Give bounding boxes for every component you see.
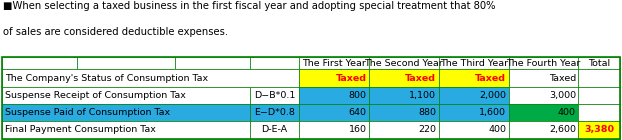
- Bar: [369, 69, 439, 87]
- Text: The Second Year: The Second Year: [364, 59, 443, 67]
- Text: 1,100: 1,100: [409, 91, 436, 100]
- Bar: [2, 121, 250, 139]
- Bar: [2, 104, 250, 121]
- Bar: [509, 121, 578, 139]
- Text: The Third Year: The Third Year: [440, 59, 508, 67]
- Text: 400: 400: [558, 108, 576, 117]
- Bar: [299, 104, 369, 121]
- Bar: [2, 87, 250, 104]
- Text: Taxed: Taxed: [549, 74, 576, 83]
- Text: The First Year: The First Year: [302, 59, 366, 67]
- Bar: [509, 57, 578, 69]
- Text: 880: 880: [418, 108, 436, 117]
- Text: Taxed: Taxed: [335, 74, 366, 83]
- Bar: [578, 69, 620, 87]
- Text: D-E-A: D-E-A: [262, 125, 288, 134]
- Bar: [578, 104, 620, 121]
- Bar: [578, 121, 620, 139]
- Text: 1,600: 1,600: [479, 108, 506, 117]
- Text: Total: Total: [588, 59, 610, 67]
- Bar: [175, 57, 250, 69]
- Bar: [250, 121, 299, 139]
- Text: 160: 160: [348, 125, 366, 134]
- Text: 220: 220: [418, 125, 436, 134]
- Text: E−D*0.8: E−D*0.8: [254, 108, 295, 117]
- Bar: [2, 57, 620, 139]
- Bar: [439, 121, 509, 139]
- Bar: [369, 87, 439, 104]
- Bar: [299, 121, 369, 139]
- Bar: [2, 57, 78, 69]
- Bar: [250, 87, 299, 104]
- Bar: [299, 57, 369, 69]
- Text: 3,000: 3,000: [549, 91, 576, 100]
- Bar: [439, 69, 509, 87]
- Bar: [78, 57, 175, 69]
- Bar: [439, 57, 509, 69]
- Text: Suspense Receipt of Consumption Tax: Suspense Receipt of Consumption Tax: [5, 91, 186, 100]
- Text: of sales are considered deductible expenses.: of sales are considered deductible expen…: [3, 27, 228, 37]
- Bar: [369, 104, 439, 121]
- Text: 400: 400: [488, 125, 506, 134]
- Bar: [439, 87, 509, 104]
- Text: Suspense Paid of Consumption Tax: Suspense Paid of Consumption Tax: [5, 108, 170, 117]
- Bar: [509, 104, 578, 121]
- Bar: [578, 87, 620, 104]
- Bar: [369, 121, 439, 139]
- Text: 640: 640: [348, 108, 366, 117]
- Text: 3,380: 3,380: [584, 125, 615, 134]
- Text: The Company's Status of Consumption Tax: The Company's Status of Consumption Tax: [5, 74, 208, 83]
- Text: The Fourth Year: The Fourth Year: [506, 59, 581, 67]
- Bar: [250, 57, 299, 69]
- Text: Taxed: Taxed: [406, 74, 436, 83]
- Text: ■When selecting a taxed business in the first fiscal year and adopting special t: ■When selecting a taxed business in the …: [3, 1, 496, 11]
- Text: 800: 800: [348, 91, 366, 100]
- Text: 2,600: 2,600: [549, 125, 576, 134]
- Bar: [578, 57, 620, 69]
- Text: 2,000: 2,000: [479, 91, 506, 100]
- Text: Taxed: Taxed: [475, 74, 506, 83]
- Text: Final Payment Consumption Tax: Final Payment Consumption Tax: [5, 125, 156, 134]
- Bar: [509, 87, 578, 104]
- Text: D−B*0.1: D−B*0.1: [254, 91, 295, 100]
- Bar: [299, 69, 369, 87]
- Bar: [369, 57, 439, 69]
- Bar: [2, 69, 299, 87]
- Bar: [299, 87, 369, 104]
- Bar: [439, 104, 509, 121]
- Bar: [509, 69, 578, 87]
- Bar: [250, 104, 299, 121]
